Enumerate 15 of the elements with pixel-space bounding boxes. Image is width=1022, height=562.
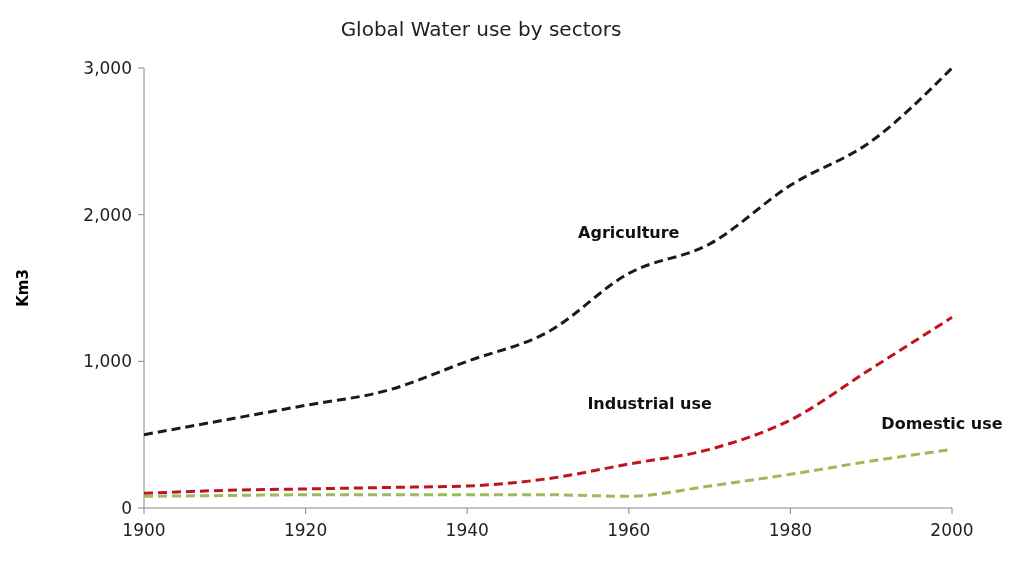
x-tick-label: 1940 [445,520,489,540]
chart-title: Global Water use by sectors [340,17,622,41]
text: Industrial use [587,394,712,414]
x-tick-label: 1980 [768,520,813,540]
y-tick-label: 3,000 [83,57,132,78]
x-tick-label: 1900 [122,520,166,540]
y-tick-label: 1,000 [83,351,132,372]
series-label: Agriculture [578,223,680,243]
x-tick-label: 1960 [607,520,651,540]
series-label: Domestic use [881,414,1003,434]
y-axis-title: Km3 [14,269,32,307]
y-tick-label: 0 [121,497,132,518]
x-tick-label: 2000 [930,520,974,540]
y-tick-label: 2,000 [83,204,132,225]
x-tick-label: 1920 [283,520,328,540]
